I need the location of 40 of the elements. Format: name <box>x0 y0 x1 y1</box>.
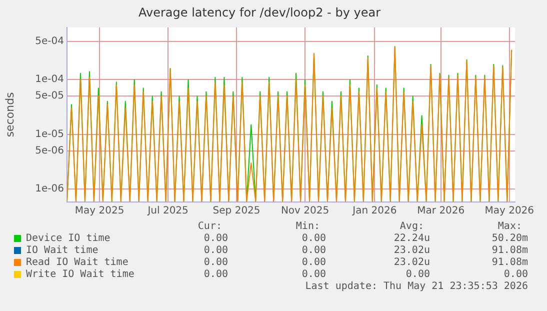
x-tick-label: Mar 2026 <box>417 206 465 217</box>
y-axis-title: seconds <box>3 92 16 138</box>
y-tick-label: 1e-05 <box>35 128 64 140</box>
legend-label: Device IO time <box>26 233 110 244</box>
text: 91.08m <box>492 257 528 268</box>
text: 0.00 <box>302 245 326 256</box>
x-tick-label: Sep 2025 <box>212 206 260 217</box>
y-tick-label: 1e-04 <box>35 74 64 86</box>
text: 0.00 <box>504 269 528 280</box>
text: 0.00 <box>406 269 430 280</box>
text: 50.20m <box>492 233 528 244</box>
x-tick-label: May 2026 <box>484 206 534 217</box>
text: Min: <box>296 221 320 232</box>
x-tick-label: Jul 2025 <box>146 206 188 217</box>
legend-label: IO Wait time <box>26 245 98 256</box>
text: Last update: Thu May 21 23:35:53 2026 <box>305 281 528 292</box>
text: Cur: <box>198 221 222 232</box>
text: Max: <box>498 221 522 232</box>
legend-label: Read IO Wait time <box>26 257 128 268</box>
legend-label: Write IO Wait time <box>26 269 134 280</box>
y-tick-label: 1e-06 <box>35 184 64 195</box>
text: 0.00 <box>204 269 228 280</box>
text: 22.24u <box>394 233 430 244</box>
text: 0.00 <box>204 245 228 256</box>
text: 0.00 <box>302 233 326 244</box>
chart-title: Average latency for /dev/loop2 - by year <box>138 5 381 20</box>
y-tick-label: 5e-06 <box>35 145 64 156</box>
text: 91.08m <box>492 245 528 256</box>
text: 23.02u <box>394 245 430 256</box>
text: Avg: <box>400 221 424 232</box>
y-tick-label: 5e-04 <box>35 36 64 47</box>
text: 23.02u <box>394 257 430 268</box>
text: 0.00 <box>204 233 228 244</box>
x-tick-label: Nov 2025 <box>280 206 330 217</box>
text: 0.00 <box>204 257 228 268</box>
text: 0.00 <box>302 269 326 280</box>
x-tick-label: May 2025 <box>74 206 124 217</box>
y-tick-label: 5e-05 <box>35 90 64 102</box>
text: 0.00 <box>302 257 326 268</box>
x-tick-label: Jan 2026 <box>352 206 397 217</box>
